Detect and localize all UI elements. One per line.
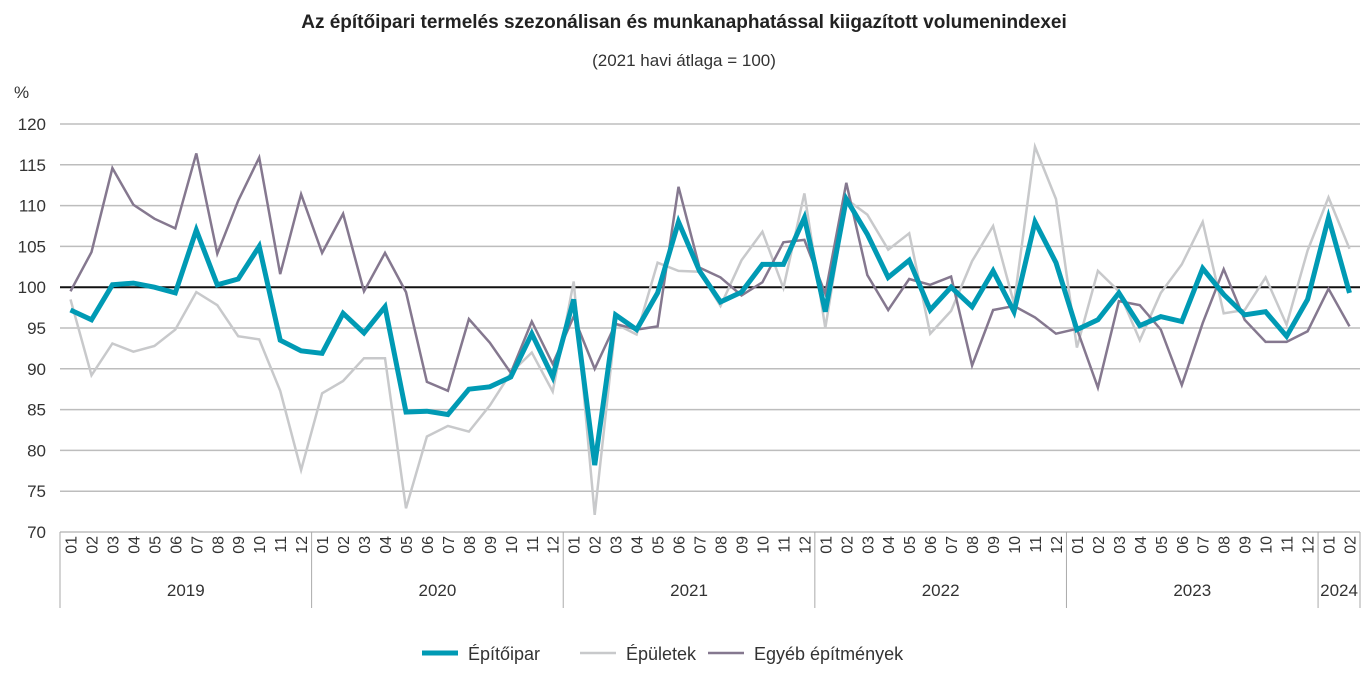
x-tick-label: 02 — [839, 536, 856, 554]
x-tick-label: 01 — [818, 536, 835, 554]
x-tick-label: 10 — [504, 536, 521, 554]
x-tick-label: 06 — [1175, 536, 1192, 554]
y-tick-label: 100 — [18, 278, 46, 297]
x-tick-label: 10 — [1007, 536, 1024, 554]
x-tick-label: 07 — [1196, 536, 1213, 554]
x-tick-label: 07 — [944, 536, 961, 554]
x-tick-label: 01 — [63, 536, 80, 554]
x-tick-label: 05 — [399, 536, 416, 554]
y-tick-label: 120 — [18, 115, 46, 134]
x-tick-label: 03 — [105, 536, 122, 554]
x-tick-label: 09 — [231, 536, 248, 554]
x-tick-label: 10 — [1259, 536, 1276, 554]
x-tick-label: 08 — [210, 536, 227, 554]
x-tick-label: 07 — [441, 536, 458, 554]
x-tick-label: 09 — [986, 536, 1003, 554]
x-tick-label: 11 — [776, 536, 793, 553]
series-line-2 — [69, 153, 1351, 393]
year-label: 2019 — [167, 581, 205, 600]
x-tick-label: 03 — [860, 536, 877, 554]
x-tick-label: 11 — [525, 536, 542, 553]
x-tick-label: 02 — [336, 536, 353, 554]
year-label: 2020 — [419, 581, 457, 600]
y-tick-label: 110 — [19, 197, 46, 216]
x-tick-label: 12 — [1049, 536, 1066, 554]
x-tick-label: 07 — [693, 536, 710, 554]
x-tick-label: 12 — [1301, 536, 1318, 554]
y-tick-label: 95 — [27, 319, 46, 338]
series-lines — [69, 141, 1352, 516]
legend: Építőipar Épületek Egyéb építmények — [422, 644, 904, 664]
x-tick-label: 03 — [609, 536, 626, 554]
x-tick-label: 03 — [357, 536, 374, 554]
legend-label: Egyéb építmények — [754, 644, 904, 664]
year-label: 2023 — [1173, 581, 1211, 600]
y-tick-label: 105 — [18, 237, 46, 256]
legend-label: Építőipar — [468, 644, 540, 664]
x-tick-label: 08 — [713, 536, 730, 554]
x-tick-label: 05 — [651, 536, 668, 554]
x-tick-label: 11 — [1280, 536, 1297, 553]
y-tick-label: 115 — [19, 156, 46, 175]
x-tick-label: 06 — [923, 536, 940, 554]
x-tick-label: 11 — [273, 536, 290, 553]
x-tick-label: 04 — [881, 536, 898, 554]
x-tick-label: 04 — [378, 536, 395, 554]
x-tick-label: 10 — [755, 536, 772, 554]
x-tick-label: 05 — [902, 536, 919, 554]
x-tick-label: 08 — [965, 536, 982, 554]
x-tick-label: 12 — [546, 536, 563, 554]
x-tick-label: 02 — [1343, 536, 1360, 554]
x-tick-label: 02 — [588, 536, 605, 554]
x-tick-label: 05 — [1154, 536, 1171, 554]
y-tick-label: 75 — [27, 482, 46, 501]
x-tick-label: 02 — [84, 536, 101, 554]
y-tick-label: 80 — [27, 441, 46, 460]
legend-label: Épületek — [626, 644, 697, 664]
x-tick-label: 04 — [126, 536, 143, 554]
y-axis-label: % — [14, 83, 29, 102]
x-tick-label: 01 — [315, 536, 332, 554]
y-tick-label: 90 — [27, 360, 46, 379]
x-tick-label: 10 — [252, 536, 269, 554]
x-tick-label: 09 — [734, 536, 751, 554]
x-tick-label: 06 — [168, 536, 185, 554]
x-tick-label: 06 — [672, 536, 689, 554]
series-line-0 — [69, 192, 1352, 466]
chart-title: Az építőipari termelés szezonálisan és m… — [301, 12, 1067, 33]
x-tick-label: 08 — [1217, 536, 1234, 554]
x-tick-label: 05 — [147, 536, 164, 554]
series-line-1 — [69, 141, 1351, 516]
x-tick-label: 09 — [483, 536, 500, 554]
year-label: 2021 — [670, 581, 708, 600]
x-tick-label: 12 — [294, 536, 311, 554]
x-tick-label: 08 — [462, 536, 479, 554]
x-tick-label: 09 — [1238, 536, 1255, 554]
x-tick-label: 01 — [567, 536, 584, 554]
y-tick-label: 85 — [27, 401, 46, 420]
x-tick-label: 04 — [630, 536, 647, 554]
x-tick-label: 01 — [1070, 536, 1087, 554]
y-tick-label: 70 — [27, 523, 46, 542]
x-tick-label: 11 — [1028, 536, 1045, 553]
year-label: 2024 — [1320, 581, 1358, 600]
x-tick-label: 06 — [420, 536, 437, 554]
x-axis: 01 02 03 04 05 06 07 08 09 10 11 12 01 02 03 04 05 06 07 08… — [59, 532, 1361, 608]
x-tick-label: 02 — [1091, 536, 1108, 554]
chart-subtitle: (2021 havi átlaga = 100) — [592, 51, 776, 70]
year-label: 2022 — [922, 581, 960, 600]
x-tick-label: 03 — [1112, 536, 1129, 554]
x-tick-label: 07 — [189, 536, 206, 554]
x-tick-label: 04 — [1133, 536, 1150, 554]
x-tick-label: 12 — [797, 536, 814, 554]
x-tick-label: 01 — [1322, 536, 1339, 554]
